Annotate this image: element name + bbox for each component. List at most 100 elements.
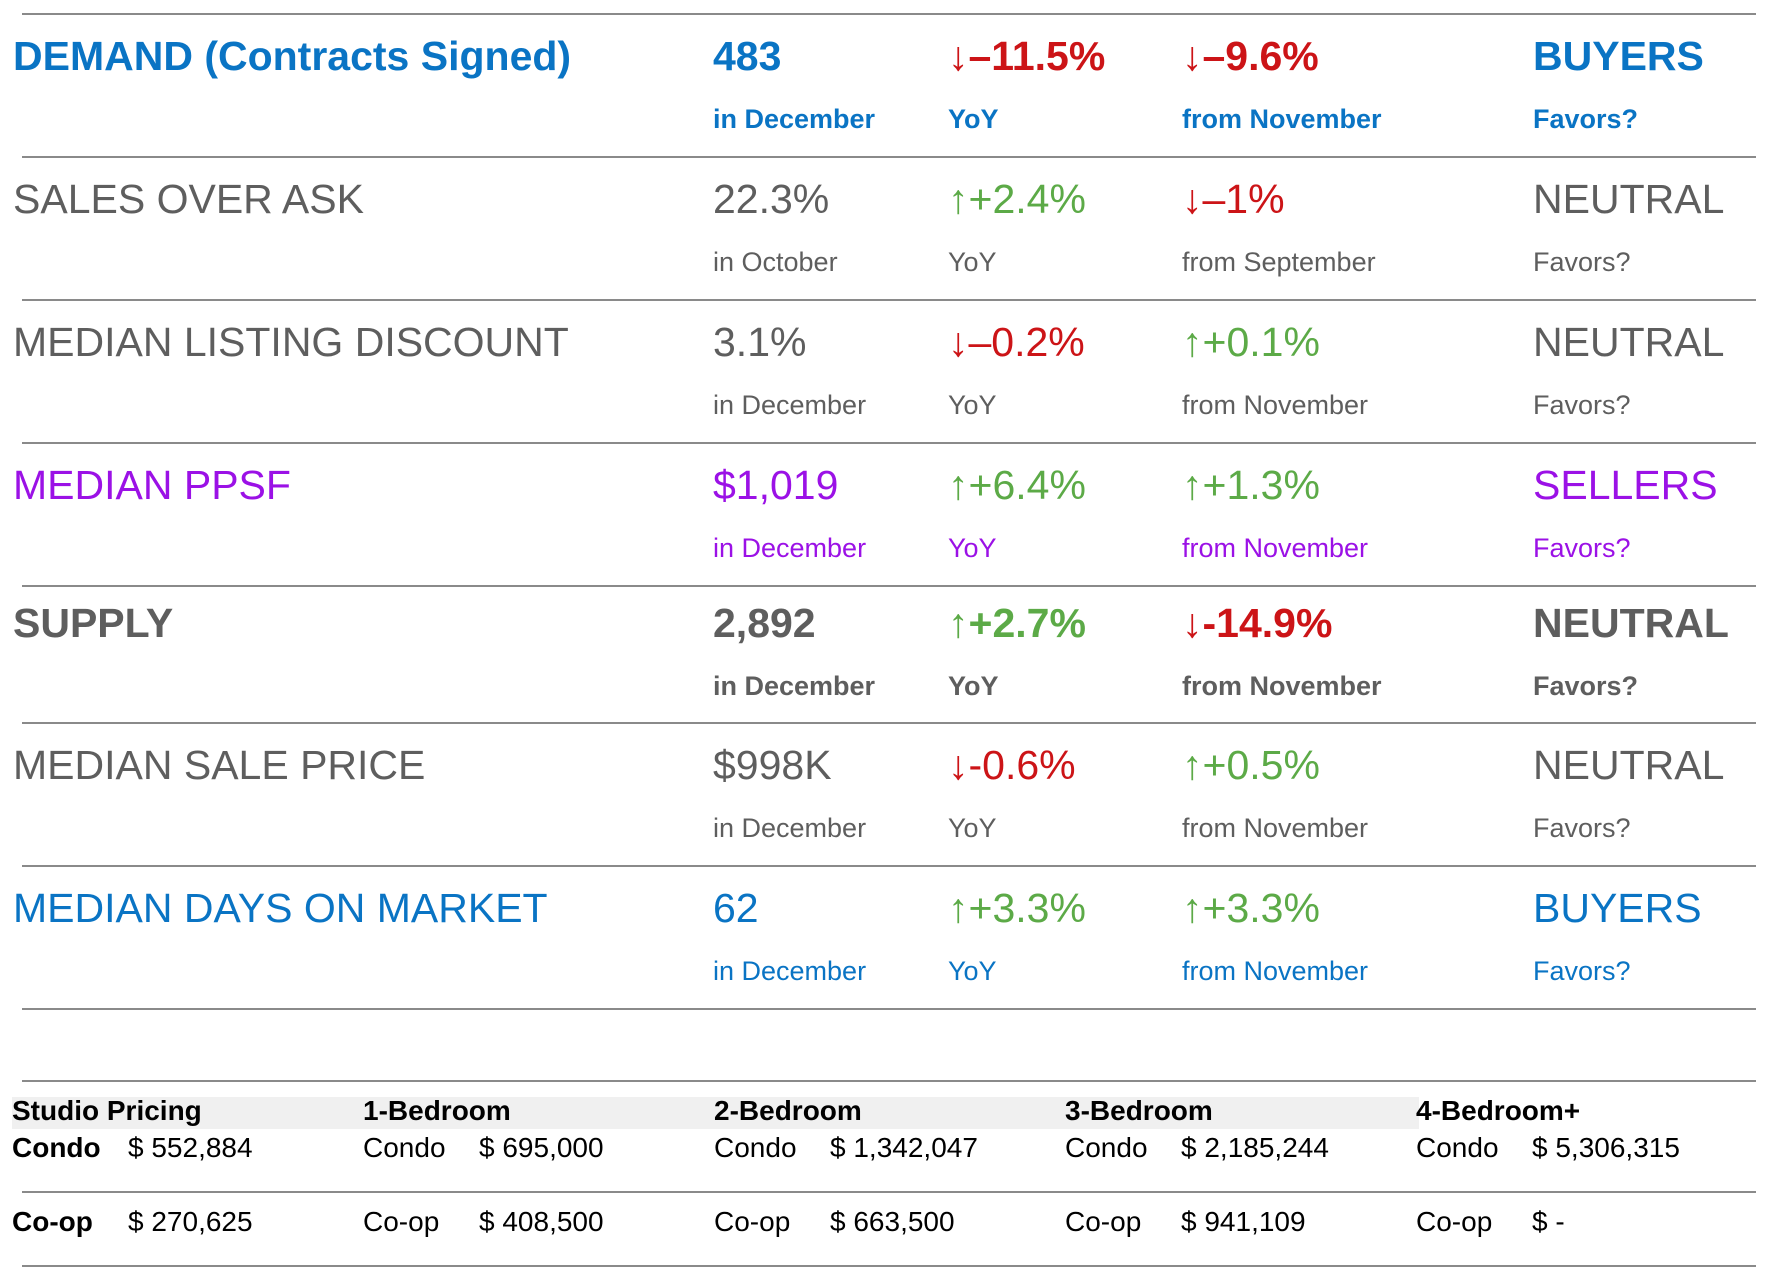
metric-favors-cell: BUYERS Favors?	[1533, 885, 1702, 987]
metric-mom-label: from November	[1182, 956, 1369, 986]
metric-favors: BUYERS	[1533, 33, 1704, 79]
divider-pricing-top	[22, 1080, 1756, 1082]
metric-yoy-cell: ↓–11.5% YoY	[948, 33, 1105, 135]
metric-name: DEMAND (Contracts Signed)	[13, 33, 572, 79]
divider-5	[22, 722, 1756, 724]
metric-row-median-listing-discount: MEDIAN LISTING DISCOUNT 3.1% in December…	[0, 305, 1772, 448]
metric-yoy-change: ↑+2.4%	[948, 176, 1086, 222]
metric-name: MEDIAN DAYS ON MARKET	[13, 885, 548, 931]
metric-yoy-cell: ↑+2.4% YoY	[948, 176, 1086, 278]
pricing-coop-1-bedroom: Co-op $ 408,500	[363, 1206, 604, 1238]
metric-yoy-change: ↑+2.7%	[948, 600, 1086, 646]
divider-1	[22, 156, 1756, 158]
metric-favors-cell: NEUTRAL Favors?	[1533, 600, 1729, 702]
pricing-coop-label: Co-op	[12, 1206, 93, 1237]
metric-favors-label: Favors?	[1533, 104, 1639, 134]
metric-mom-cell: ↓–1% from September	[1182, 176, 1376, 278]
pricing-header-studio: Studio Pricing	[12, 1095, 202, 1126]
pricing-condo-value: $ 1,342,047	[830, 1132, 978, 1163]
metric-mom-cell: ↓–9.6% from November	[1182, 33, 1382, 135]
metric-yoy-label: YoY	[948, 390, 997, 420]
pricing-coop-label: Co-op	[714, 1206, 791, 1237]
divider-top	[22, 13, 1756, 15]
divider-7	[22, 1008, 1756, 1010]
pricing-coop-4-bedroom-plus: Co-op $ -	[1416, 1206, 1565, 1238]
metric-favors: SELLERS	[1533, 462, 1718, 508]
metric-favors-label: Favors?	[1533, 813, 1631, 843]
pricing-coop-2-bedroom: Co-op $ 663,500	[714, 1206, 955, 1238]
metric-period: in December	[713, 104, 876, 134]
pricing-condo-value: $ 552,884	[128, 1132, 253, 1163]
metric-row-demand: DEMAND (Contracts Signed) 483 in Decembe…	[0, 19, 1772, 162]
metric-favors: NEUTRAL	[1533, 600, 1729, 646]
metric-mom-cell: ↑+0.5% from November	[1182, 742, 1368, 844]
metric-yoy-label: YoY	[948, 247, 997, 277]
pricing-coop-value: $ -	[1532, 1206, 1565, 1237]
metric-yoy-cell: ↑+6.4% YoY	[948, 462, 1086, 564]
metric-period: in December	[713, 533, 867, 563]
metric-yoy-label: YoY	[948, 104, 999, 134]
metric-mom-change: ↓–1%	[1182, 176, 1285, 222]
metric-favors: NEUTRAL	[1533, 319, 1725, 365]
metric-mom-change: ↑+3.3%	[1182, 885, 1320, 931]
metric-favors-cell: BUYERS Favors?	[1533, 33, 1704, 135]
pricing-coop-label: Co-op	[363, 1206, 440, 1237]
metric-favors-label: Favors?	[1533, 390, 1631, 420]
divider-4	[22, 585, 1756, 587]
metric-name: MEDIAN PPSF	[13, 462, 291, 508]
pricing-header-band	[12, 1097, 1419, 1129]
metric-favors: NEUTRAL	[1533, 742, 1725, 788]
pricing-coop-label: Co-op	[1416, 1206, 1493, 1237]
metric-name: MEDIAN LISTING DISCOUNT	[13, 319, 569, 365]
metric-mom-cell: ↑+3.3% from November	[1182, 885, 1368, 987]
pricing-coop-3-bedroom: Co-op $ 941,109	[1065, 1206, 1306, 1238]
pricing-condo-4-bedroom-plus: Condo $ 5,306,315	[1416, 1132, 1680, 1164]
metric-value-cell: 22.3% in October	[713, 176, 838, 278]
metric-yoy-change: ↑+3.3%	[948, 885, 1086, 931]
metric-value: 2,892	[713, 600, 816, 646]
pricing-coop-label: Co-op	[1065, 1206, 1142, 1237]
metric-value: 483	[713, 33, 782, 79]
metric-period: in December	[713, 671, 876, 701]
metric-favors-label: Favors?	[1533, 671, 1639, 701]
metric-value: 22.3%	[713, 176, 830, 222]
metric-mom-change: ↑+0.5%	[1182, 742, 1320, 788]
pricing-coop-value: $ 663,500	[830, 1206, 955, 1237]
metric-favors-cell: SELLERS Favors?	[1533, 462, 1718, 564]
pricing-condo-1-bedroom: Condo $ 695,000	[363, 1132, 604, 1164]
metric-row-supply: SUPPLY 2,892 in December ↑+2.7% YoY ↓-14…	[0, 586, 1772, 729]
pricing-condo-label: Condo	[1416, 1132, 1499, 1163]
pricing-condo-3-bedroom: Condo $ 2,185,244	[1065, 1132, 1329, 1164]
metric-value-cell: 483 in December	[713, 33, 875, 135]
pricing-coop-value: $ 941,109	[1181, 1206, 1306, 1237]
metric-favors: NEUTRAL	[1533, 176, 1725, 222]
pricing-condo-2-bedroom: Condo $ 1,342,047	[714, 1132, 978, 1164]
metric-mom-label: from November	[1182, 671, 1382, 701]
metric-favors-label: Favors?	[1533, 956, 1631, 986]
divider-pricing-bottom	[22, 1265, 1756, 1267]
metric-mom-cell: ↑+0.1% from November	[1182, 319, 1368, 421]
pricing-header-4-bedroom-plus: 4-Bedroom+	[1416, 1095, 1581, 1126]
metric-value: 62	[713, 885, 759, 931]
divider-3	[22, 442, 1756, 444]
pricing-header-3-bedroom: 3-Bedroom	[1065, 1095, 1213, 1126]
pricing-condo-value: $ 695,000	[479, 1132, 604, 1163]
metric-value: $1,019	[713, 462, 839, 508]
metric-period: in December	[713, 390, 867, 420]
metric-mom-cell: ↓-14.9% from November	[1182, 600, 1382, 702]
divider-pricing-mid	[22, 1191, 1756, 1193]
metric-yoy-label: YoY	[948, 533, 997, 563]
metric-mom-label: from November	[1182, 533, 1369, 563]
metric-mom-change: ↓-14.9%	[1182, 600, 1333, 646]
metric-favors: BUYERS	[1533, 885, 1702, 931]
metric-row-sales-over-ask: SALES OVER ASK 22.3% in October ↑+2.4% Y…	[0, 162, 1772, 305]
metric-yoy-label: YoY	[948, 813, 997, 843]
metric-value-cell: 2,892 in December	[713, 600, 875, 702]
divider-6	[22, 865, 1756, 867]
metric-value: 3.1%	[713, 319, 807, 365]
pricing-condo-studio: Condo $ 552,884	[12, 1132, 253, 1164]
metric-favors-label: Favors?	[1533, 533, 1631, 563]
pricing-condo-label: Condo	[12, 1132, 101, 1163]
metric-value-cell: 62 in December	[713, 885, 866, 987]
pricing-condo-label: Condo	[363, 1132, 446, 1163]
